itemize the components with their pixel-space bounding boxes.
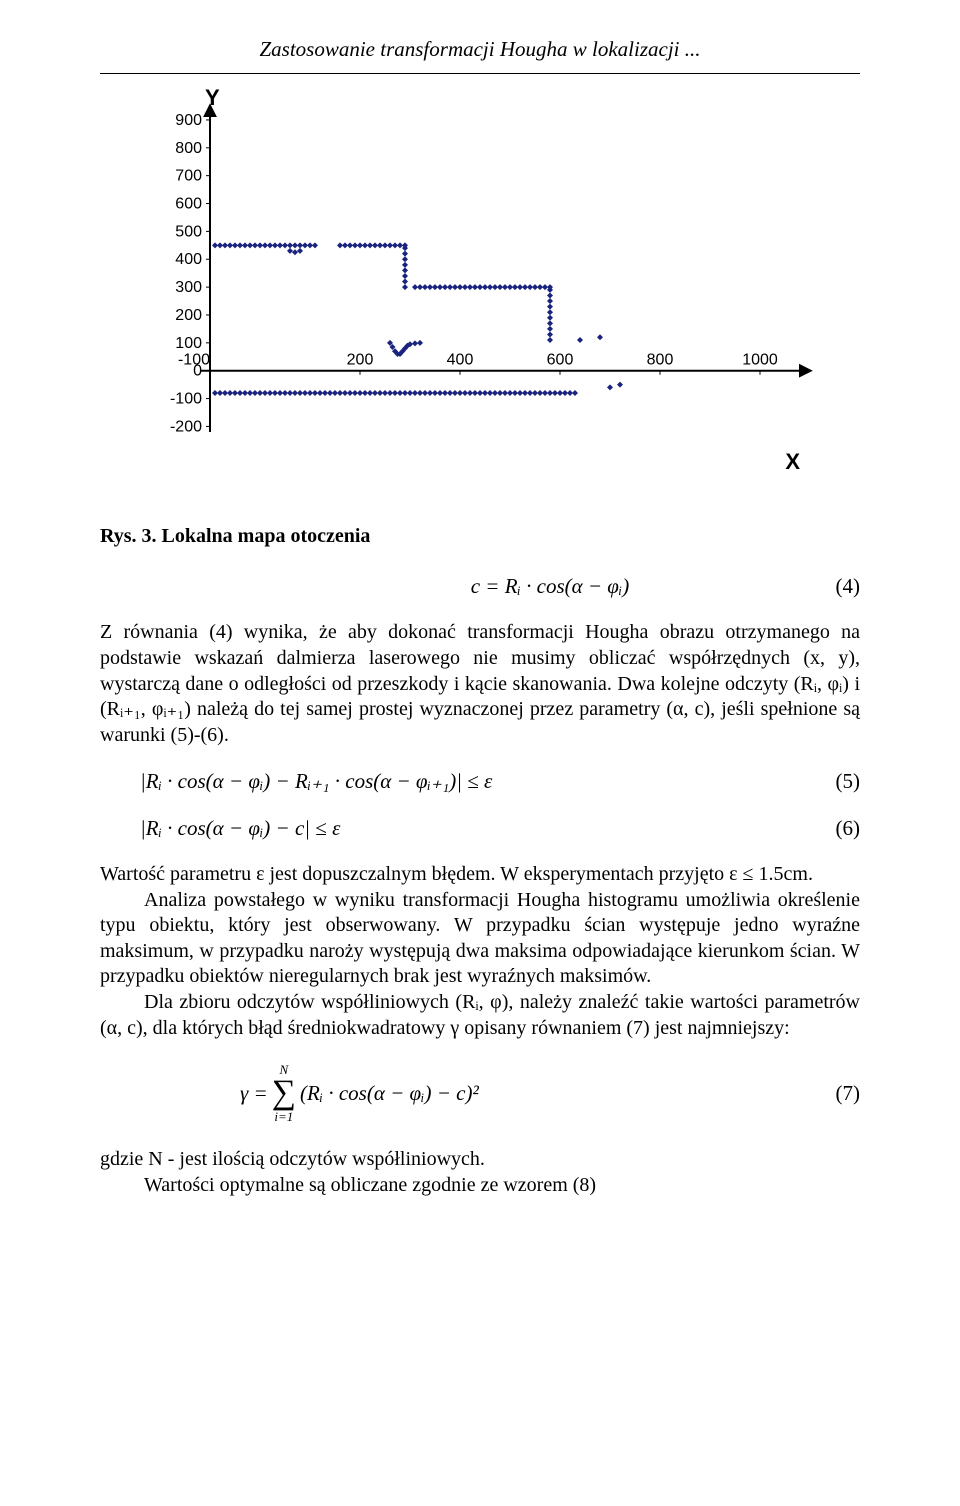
svg-text:200: 200 [175,307,202,324]
svg-text:400: 400 [447,352,474,369]
scatter-chart: Y -200-1000100200300400500600700800900-1… [130,84,830,484]
chart-svg: -200-1000100200300400500600700800900-100… [130,84,830,484]
equation-5-body: |Rᵢ · cos(α − φᵢ) − Rᵢ₊₁ · cos(α − φᵢ₊₁)… [100,768,492,795]
svg-text:600: 600 [175,195,202,212]
sum-lower: i=1 [274,1110,293,1123]
equation-7-gamma: γ = [240,1080,268,1107]
x-axis-label: X [785,448,800,476]
equation-6: |Rᵢ · cos(α − φᵢ) − c| ≤ ε (6) [100,815,860,842]
svg-text:1000: 1000 [742,352,778,369]
svg-text:-100: -100 [170,390,202,407]
svg-text:400: 400 [175,251,202,268]
header-rule [100,73,860,74]
sigma-icon: N ∑ i=1 [272,1063,296,1123]
equation-4-body: c = Rᵢ · cos(α − φᵢ) [331,573,630,600]
svg-text:800: 800 [175,140,202,157]
svg-text:500: 500 [175,223,202,240]
paragraph-3: Analiza powstałego w wyniku transformacj… [100,888,860,990]
paragraph-1: Z równania (4) wynika, że aby dokonać tr… [100,620,860,748]
equation-4: c = Rᵢ · cos(α − φᵢ) (4) [100,573,860,600]
svg-text:700: 700 [175,168,202,185]
svg-text:900: 900 [175,112,202,129]
equation-5: |Rᵢ · cos(α − φᵢ) − Rᵢ₊₁ · cos(α − φᵢ₊₁)… [100,768,860,795]
paragraph-2: Wartość parametru ε jest dopuszczalnym b… [100,862,860,888]
figure-caption: Rys. 3. Lokalna mapa otoczenia [100,524,860,550]
svg-text:-200: -200 [170,418,202,435]
equation-7: γ = N ∑ i=1 (Rᵢ · cos(α − φᵢ) − c)² (7) [100,1063,860,1123]
paragraph-6: Wartości optymalne są obliczane zgodnie … [100,1173,860,1199]
y-axis-label: Y [205,84,220,112]
paragraph-5: gdzie N - jest ilością odczytów współlin… [100,1147,860,1173]
svg-text:300: 300 [175,279,202,296]
svg-text:200: 200 [347,352,374,369]
svg-text:-100: -100 [178,352,210,369]
equation-7-body: (Rᵢ · cos(α − φᵢ) − c)² [300,1080,479,1107]
equation-4-number: (4) [836,573,861,600]
equation-5-number: (5) [836,768,861,795]
svg-text:800: 800 [647,352,674,369]
svg-text:600: 600 [547,352,574,369]
equation-6-body: |Rᵢ · cos(α − φᵢ) − c| ≤ ε [100,815,340,842]
equation-7-number: (7) [836,1080,861,1107]
page-running-title: Zastosowanie transformacji Hougha w loka… [100,36,860,67]
paragraph-4: Dla zbioru odczytów współliniowych (Rᵢ, … [100,990,860,1041]
svg-text:100: 100 [175,335,202,352]
equation-6-number: (6) [836,815,861,842]
